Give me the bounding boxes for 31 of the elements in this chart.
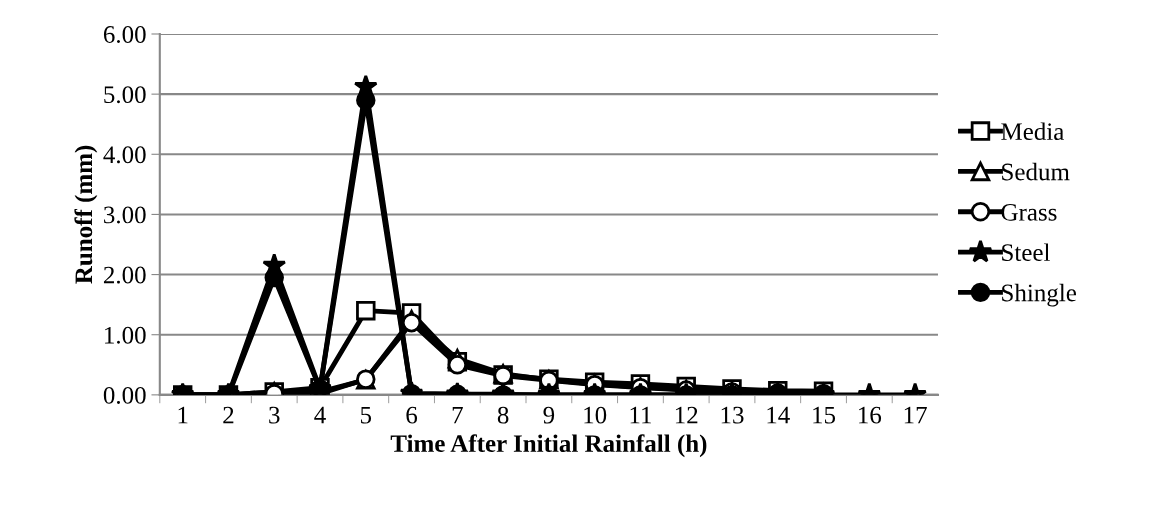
x-tick-label: 6: [406, 406, 418, 424]
y-tick-label: 5.00: [104, 86, 146, 104]
x-tick-label: 9: [543, 406, 555, 424]
x-tick-label: 2: [223, 406, 234, 424]
x-tick-label: 11: [630, 406, 651, 424]
x-tick-label: 7: [452, 406, 463, 424]
y-tick-label: 1.00: [105, 326, 146, 344]
x-tick-label: 4: [314, 406, 326, 424]
x-tick-label: 14: [767, 406, 790, 424]
x-axis-title: Time After Initial Rainfall (h): [390, 434, 707, 458]
y-tick-label: 2.00: [103, 266, 146, 284]
legend-label: Shingle: [1002, 283, 1077, 307]
x-tick-label: 16: [859, 406, 882, 424]
y-tick-label: 4.00: [103, 146, 146, 164]
x-tick-label: 12: [675, 406, 698, 424]
legend-label: Grass: [1001, 203, 1057, 221]
x-tick-label: 5: [360, 406, 372, 424]
y-axis-title: Runoff (mm): [74, 145, 98, 284]
legend-label: Sedum: [1002, 162, 1070, 181]
x-tick-label: 13: [721, 406, 744, 424]
x-tick-label: 10: [584, 406, 607, 424]
x-tick-label: 3: [269, 406, 280, 424]
y-tick-label: 3.00: [104, 206, 146, 224]
y-tick-label: 6.00: [103, 26, 146, 44]
y-tick-label: 0.00: [103, 386, 146, 404]
legend-label: Media: [1001, 122, 1064, 141]
x-tick-label: 15: [813, 406, 836, 424]
x-tick-label: 1: [178, 406, 188, 424]
x-tick-label: 8: [497, 406, 509, 424]
x-tick-label: 17: [904, 406, 927, 424]
legend-label: Steel: [1002, 243, 1050, 262]
